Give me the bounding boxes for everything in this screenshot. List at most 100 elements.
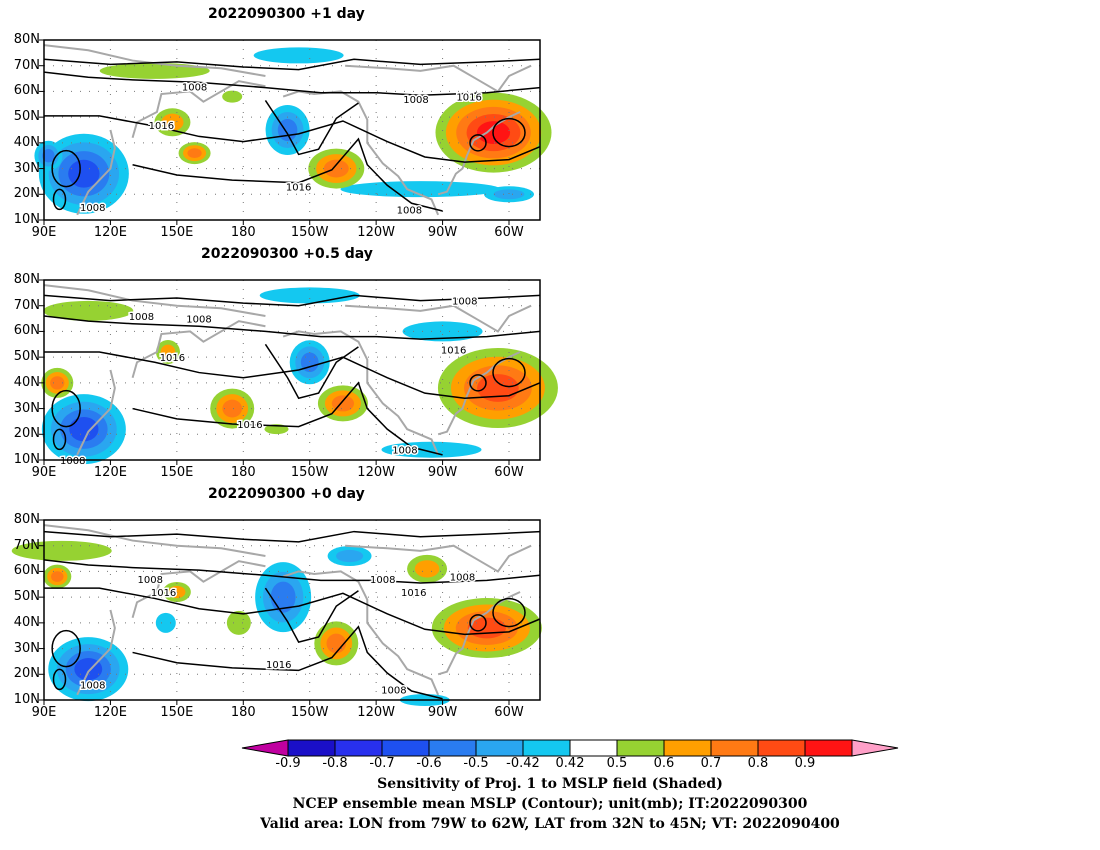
colorbar-segment [334,739,383,757]
contour-label: 1008 [452,297,477,308]
lat-tick-label: 70N [13,297,40,313]
lat-tick-label: 40N [13,374,40,390]
lon-tick-label: 150E [160,465,194,480]
panel-title: 2022090300 +1 day [208,6,365,22]
coastline-segment [437,351,521,436]
contour-label: 1008 [80,203,105,214]
lat-tick-label: 70N [13,57,40,73]
lon-tick-label: 150W [290,465,329,480]
colorbar-segment [804,739,853,757]
sensitivity-map-panel: 1008 1008 1016 1008 1016 1016 1008 1008 [39,279,558,469]
contour-label: 1008 [381,686,406,697]
caption-line-2: NCEP ensemble mean MSLP (Contour); unit(… [292,796,808,812]
mslp-contours [43,294,541,456]
mslp-contour [44,587,541,636]
mslp-contours [43,530,541,700]
panel-title: 2022090300 +0.5 day [201,246,373,262]
lat-tick-label: 20N [13,666,40,682]
colorbar [241,739,899,757]
colorbar-arrow-low [241,739,289,757]
tick-marks [39,279,510,465]
colorbar-segment [381,739,430,757]
contour-label: 1008 [138,575,163,586]
coastline-segment [437,111,521,196]
lon-tick-label: 90W [427,465,458,480]
mslp-contour [43,559,541,584]
colorbar-label: -0.6 [416,756,442,771]
contour-label: 1016 [456,93,481,104]
contour-label: 1008 [403,95,428,106]
sensitivity-shading [226,610,251,635]
lon-tick-label: 150E [160,705,194,720]
mslp-contour [52,428,67,451]
colorbar-label: -0.8 [322,756,348,771]
sensitivity-shading [161,113,184,131]
lat-tick-label: 60N [13,83,40,99]
mslp-contour [264,343,359,400]
colorbar-label: 0.42 [555,756,585,771]
lon-tick-label: 60W [494,225,524,240]
colorbar-label: -0.42 [506,756,540,771]
coastline-segment [131,560,266,618]
colorbar-label: -0.5 [463,756,489,771]
lat-tick-label: 10N [13,212,40,227]
colorbar-label: 0.9 [794,756,816,771]
lon-tick-label: 60W [494,705,524,720]
tick-marks [39,519,510,705]
lat-tick-label: 10N [13,452,40,467]
coastline-segment [282,570,440,696]
contour-label: 1016 [160,353,185,364]
mslp-contours [43,58,541,212]
lat-tick-label: 50N [13,349,40,365]
colorbar-arrow-high [851,739,899,757]
sensitivity-shading [477,374,519,402]
lat-tick-label: 40N [13,134,40,150]
sensitivity-shading [323,159,349,178]
contour-label: 1008 [392,446,417,457]
sensitivity-shading [336,549,364,563]
sensitivity-shading [69,416,99,442]
mslp-contour [51,629,81,668]
panel-title: 2022090300 +0 day [208,486,365,502]
lat-tick-label: 80N [13,272,40,287]
lon-tick-label: 120W [357,705,395,720]
coastline-segment [345,64,532,93]
lon-tick-label: 120W [357,225,395,240]
mslp-contour [264,100,359,156]
lat-tick-label: 30N [13,400,40,416]
coastline-segment [345,544,532,573]
lon-tick-label: 90E [31,465,57,480]
lat-tick-label: 40N [13,614,40,630]
lon-tick-label: 90E [31,225,57,240]
contour-label: 1008 [370,575,395,586]
mslp-contour [264,587,359,644]
lat-tick-label: 80N [13,512,40,527]
coastline-segment [76,609,116,696]
mslp-contour [44,351,541,400]
sensitivity-shading [222,399,242,418]
map-frame [43,39,541,221]
colorbar-label: 0.8 [747,756,769,771]
mslp-contour [51,389,81,428]
lon-tick-label: 180 [230,705,256,720]
sensitivity-shading [42,149,55,163]
contour-label: 1008 [80,681,105,692]
contour-label: 1016 [266,660,291,671]
colorbar-segment [475,739,524,757]
lat-tick-label: 70N [13,537,40,553]
contour-label: 1008 [60,456,85,467]
colorbar-segment [428,739,477,757]
mslp-contour [51,149,81,188]
sensitivity-shading [187,148,202,159]
lat-tick-label: 60N [13,563,40,579]
lon-tick-label: 90W [427,225,458,240]
contour-label: 1008 [129,312,154,323]
mslp-contour [52,188,67,211]
mslp-contour [469,614,487,632]
sensitivity-shading [493,189,525,200]
contour-label: 1016 [441,345,466,356]
lon-tick-label: 60W [494,465,524,480]
sensitivity-shading [222,90,243,103]
map-frame [43,519,541,701]
sensitivity-shading [155,612,176,633]
